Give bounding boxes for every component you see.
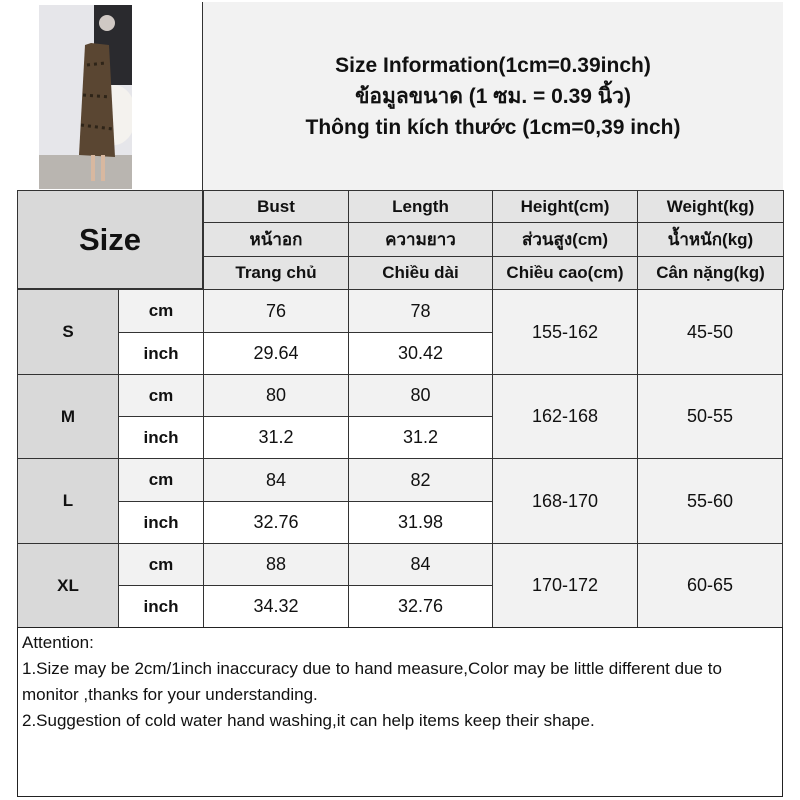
length-inch: 31.2 [348,416,493,459]
height-range: 168-170 [492,458,638,544]
column-header: Cân nặng(kg) [637,256,784,290]
unit-cm: cm [118,543,204,586]
bust-inch: 32.76 [203,501,349,544]
column-header: Weight(kg) [637,190,784,223]
size-label-xl: XL [17,543,119,628]
height-range: 155-162 [492,289,638,375]
column-header: หน้าอก [203,222,349,257]
title-english: Size Information(1cm=0.39inch) [335,53,651,77]
bust-inch: 31.2 [203,416,349,459]
attention-notes: Attention: 1.Size may be 2cm/1inch inacc… [17,627,783,797]
product-photo-cell [17,2,203,190]
attention-note-1: 1.Size may be 2cm/1inch inaccuracy due t… [22,659,722,704]
length-cm: 84 [348,543,493,586]
length-inch: 32.76 [348,585,493,628]
bust-cm: 80 [203,374,349,417]
size-label-l: L [17,458,119,544]
bust-cm: 88 [203,543,349,586]
weight-range: 50-55 [637,374,783,459]
attention-heading: Attention: [22,633,94,652]
column-header: ความยาว [348,222,493,257]
length-inch: 30.42 [348,332,493,375]
title-vietnamese: Thông tin kích thước (1cm=0,39 inch) [305,115,681,139]
unit-inch: inch [118,585,204,628]
unit-cm: cm [118,289,204,333]
unit-inch: inch [118,332,204,375]
column-header: ส่วนสูง(cm) [492,222,638,257]
title-thai: ข้อมูลขนาด (1 ซม. = 0.39 นิ้ว) [355,84,631,108]
weight-range: 55-60 [637,458,783,544]
column-header: Trang chủ [203,256,349,290]
attention-note-2: 2.Suggestion of cold water hand washing,… [22,711,595,730]
column-header: น้ำหนัก(kg) [637,222,784,257]
bust-cm: 84 [203,458,349,502]
bust-inch: 34.32 [203,585,349,628]
size-label-m: M [17,374,119,459]
column-header: Bust [203,190,349,223]
size-info-title: Size Information(1cm=0.39inch) ข้อมูลขนา… [203,2,783,190]
unit-cm: cm [118,458,204,502]
column-header: Length [348,190,493,223]
bust-inch: 29.64 [203,332,349,375]
unit-inch: inch [118,501,204,544]
length-cm: 78 [348,289,493,333]
length-cm: 80 [348,374,493,417]
column-header: Chiều dài [348,256,493,290]
size-header: Size [17,190,203,289]
product-photo [39,5,132,189]
weight-range: 60-65 [637,543,783,628]
unit-inch: inch [118,416,204,459]
length-cm: 82 [348,458,493,502]
unit-cm: cm [118,374,204,417]
weight-range: 45-50 [637,289,783,375]
column-header: Chiều cao(cm) [492,256,638,290]
height-range: 162-168 [492,374,638,459]
bust-cm: 76 [203,289,349,333]
height-range: 170-172 [492,543,638,628]
size-label-s: S [17,289,119,375]
column-header: Height(cm) [492,190,638,223]
length-inch: 31.98 [348,501,493,544]
